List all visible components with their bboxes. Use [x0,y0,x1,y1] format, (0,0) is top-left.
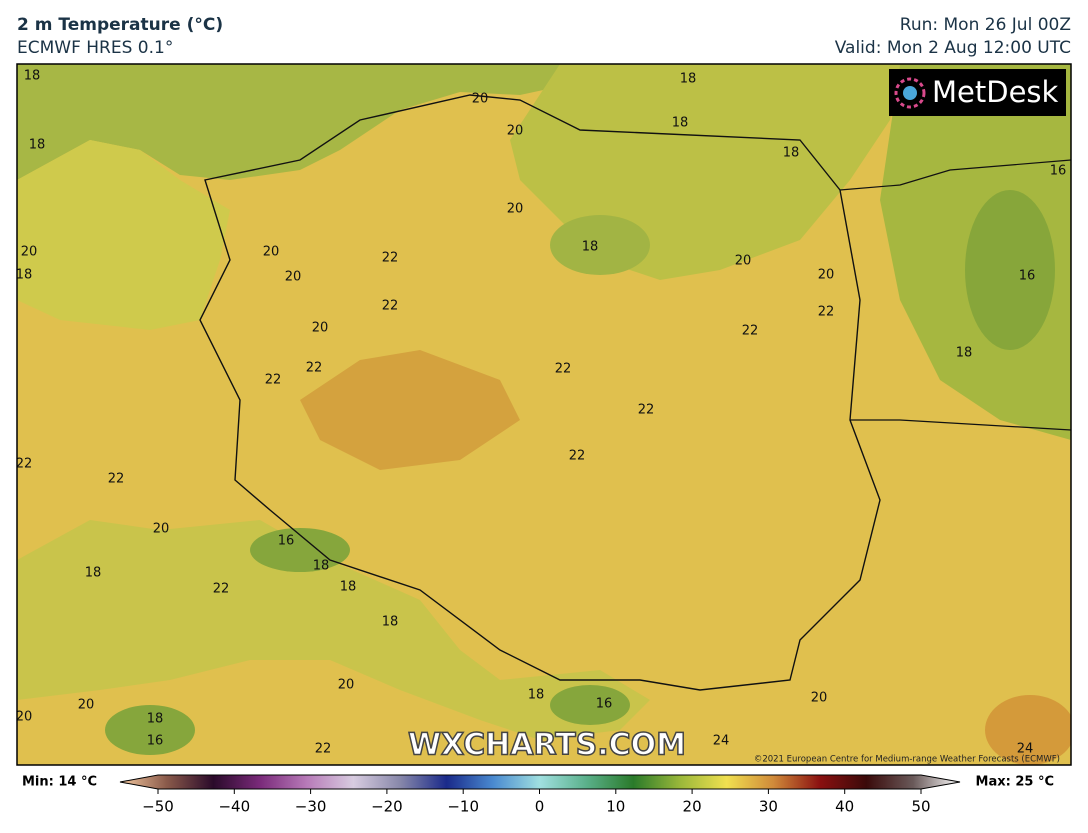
warm-patch [300,350,520,470]
contour-label: 18 [783,146,800,161]
cold-patch [550,685,630,725]
contour-label: 16 [1050,164,1067,179]
contour-label: 20 [285,270,302,285]
contour-label: 22 [638,403,655,418]
cold-patch [250,528,350,572]
contour-label: 20 [338,678,355,693]
border [839,159,1071,431]
colorbar-tick-label: 40 [835,798,854,816]
contour-label: 18 [29,138,46,153]
contour-label: 22 [382,251,399,266]
contour-label: 18 [313,559,330,574]
contour-label: 22 [213,582,230,597]
contour-label: 20 [21,245,38,260]
colorbar-tick-label: −20 [371,798,403,816]
contour-label: 18 [582,240,599,255]
cool-patch [550,215,650,275]
mountain-area [17,520,650,740]
contour-label: 22 [108,472,125,487]
contour-label: 24 [1017,742,1034,757]
contour-label: 20 [507,202,524,217]
logo-icon [894,77,926,109]
contour-label: 20 [472,92,489,107]
contour-label: 22 [16,457,33,472]
subtitle: ECMWF HRES 0.1° [17,38,173,58]
contour-label: 22 [555,362,572,377]
colorbar-tick-label: 50 [911,798,930,816]
cold-patch [105,705,195,755]
contour-label: 22 [265,373,282,388]
title: 2 m Temperature (°C) [17,15,223,35]
colorbar-tick-label: −40 [218,798,250,816]
colorbar-tick-label: −10 [447,798,479,816]
colorbar-tick-label: 10 [606,798,625,816]
contour-label: 20 [263,245,280,260]
warm-patch [985,695,1071,765]
contour-label: 18 [956,346,973,361]
contour-label: 16 [1019,269,1036,284]
contour-label: 18 [672,116,689,131]
contour-label: 20 [153,522,170,537]
contour-label: 20 [811,691,828,706]
contour-label: 18 [680,72,697,87]
contour-label: 18 [340,580,357,595]
contour-label: 16 [278,534,295,549]
contour-label: 22 [818,305,835,320]
colorbar-tick-label: −50 [142,798,174,816]
contour-label: 18 [147,712,164,727]
max-label: Max: 25 °C [976,775,1054,790]
border [199,94,881,691]
contour-label: 20 [818,268,835,283]
contour-label: 16 [147,734,164,749]
credit: ©2021 European Centre for Medium-range W… [754,755,1060,765]
colorbar [119,774,961,790]
contour-label: 22 [315,742,332,757]
contour-label: 18 [528,688,545,703]
contour-label: 16 [596,697,613,712]
run: Run: Mon 26 Jul 00Z [900,15,1071,35]
contour-label: 22 [742,324,759,339]
colorbar-tick-label: 0 [535,798,545,816]
contour-label: 18 [16,268,33,283]
east-cold [965,190,1055,350]
contour-label: 20 [16,710,33,725]
map: 18 20 18 20 18 18 18 16 20 18 20 18 20 22 20 20 20 16 22 22… [16,64,1071,765]
contour-label: 22 [382,299,399,314]
contour-label: 18 [85,566,102,581]
colorbar-tick-label: 30 [759,798,778,816]
coast-area [17,140,230,330]
map-frame [16,63,1072,766]
contour-label: 24 [713,734,730,749]
contour-label: 18 [24,69,41,84]
contour-label: 22 [306,361,323,376]
contour-label: 22 [569,449,586,464]
colorbar-tick-label: 20 [683,798,702,816]
contour-label: 20 [78,698,95,713]
sea-area [17,64,600,180]
valid: Valid: Mon 2 Aug 12:00 UTC [835,38,1071,58]
contour-label: 20 [507,124,524,139]
logo-box [889,69,1066,116]
contour-label: 20 [312,321,329,336]
min-label: Min: 14 °C [22,775,97,790]
colorbar-tick-label: −30 [295,798,327,816]
logo-text: MetDesk [932,75,1059,109]
contour-label: 20 [735,254,752,269]
watermark: WXCHARTS.COM [408,728,686,763]
contour-label: 18 [382,615,399,630]
